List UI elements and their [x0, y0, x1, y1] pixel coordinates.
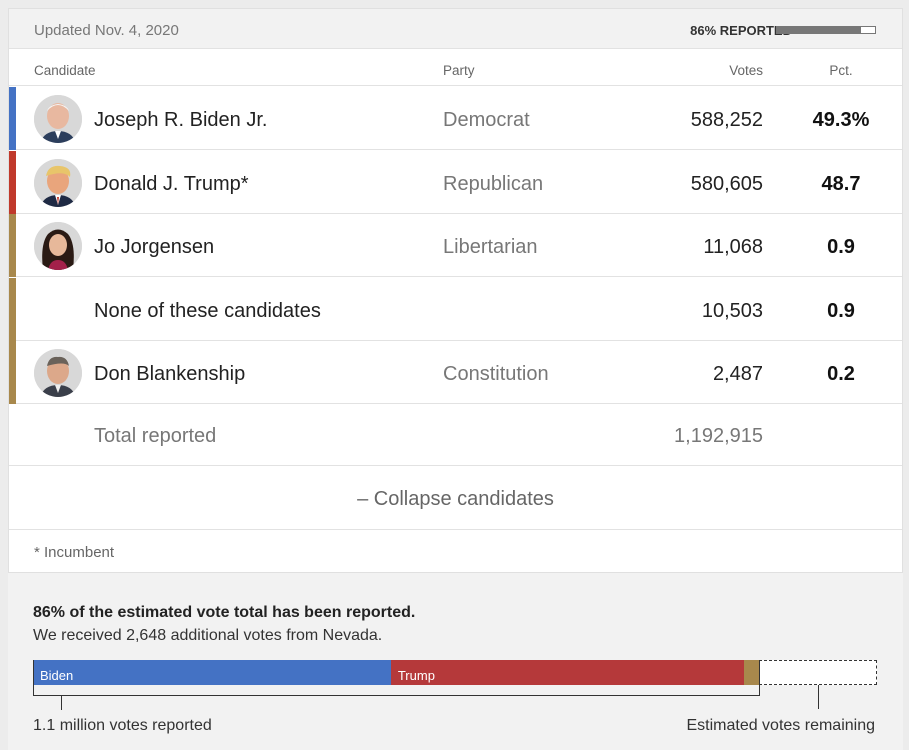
- remaining-caption: Estimated votes remaining: [686, 717, 875, 734]
- blankenship-avatar: [34, 349, 82, 398]
- candidate-party: Republican: [443, 172, 544, 195]
- candidate-name: Don Blankenship: [94, 363, 246, 386]
- reported-tick: [61, 696, 62, 710]
- column-header-candidate: Candidate: [34, 63, 96, 78]
- party-color-stripe: [9, 87, 16, 150]
- column-header-party: Party: [443, 63, 475, 78]
- candidate-pct: 0.2: [827, 363, 855, 386]
- vote-share-segment: [743, 660, 759, 685]
- candidate-row: Don Blankenship Constitution 2,487 0.2: [9, 341, 902, 405]
- header-divider: [9, 85, 902, 86]
- candidate-row: Joseph R. Biden Jr. Democrat 588,252 49.3%: [9, 87, 902, 150]
- candidate-name: None of these candidates: [94, 299, 321, 322]
- estimate-panel: 86% of the estimated vote total has been…: [8, 573, 903, 750]
- total-votes: 1,192,915: [674, 425, 763, 447]
- reported-progress-fill: [777, 27, 862, 33]
- estimate-subtext: We received 2,648 additional votes from …: [33, 627, 383, 644]
- party-color-stripe: [9, 277, 16, 341]
- reported-progress-bar: [776, 26, 876, 34]
- results-topbar: Updated Nov. 4, 2020 86% REPORTED: [9, 9, 902, 49]
- party-color-stripe: [9, 150, 16, 214]
- candidate-name: Jo Jorgensen: [94, 236, 215, 259]
- candidate-votes: 10,503: [701, 299, 763, 322]
- column-header-pct: Pct.: [829, 63, 853, 78]
- candidate-party: Constitution: [443, 363, 549, 386]
- total-row: Total reported 1,192,915: [9, 403, 902, 466]
- candidate-pct: 0.9: [827, 299, 855, 322]
- results-card: Updated Nov. 4, 2020 86% REPORTED Candid…: [8, 8, 903, 573]
- candidate-votes: 588,252: [690, 109, 763, 131]
- candidate-votes: 2,487: [712, 363, 763, 386]
- collapse-candidates-button[interactable]: – Collapse candidates: [357, 488, 554, 510]
- vote-share-segment: Biden: [33, 660, 391, 685]
- party-color-stripe: [9, 341, 16, 405]
- estimate-headline: 86% of the estimated vote total has been…: [33, 604, 416, 621]
- candidate-row: Donald J. Trump* Republican 580,605 48.7: [9, 150, 902, 214]
- candidate-pct: 0.9: [827, 236, 855, 259]
- total-label: Total reported: [94, 425, 217, 447]
- collapse-row[interactable]: – Collapse candidates: [9, 467, 902, 530]
- candidate-votes: 580,605: [690, 172, 763, 195]
- column-header-votes: Votes: [729, 63, 763, 78]
- candidate-party: Libertarian: [443, 236, 538, 259]
- candidate-pct: 49.3%: [812, 109, 870, 131]
- candidate-party: Democrat: [443, 109, 530, 131]
- reported-label: 86% REPORTED: [690, 23, 792, 38]
- candidate-name: Joseph R. Biden Jr.: [94, 109, 268, 131]
- jorgensen-avatar: [34, 222, 82, 271]
- remaining-votes-segment: [758, 660, 877, 685]
- candidate-name: Donald J. Trump*: [94, 172, 249, 195]
- candidate-votes: 11,068: [703, 236, 763, 259]
- updated-timestamp: Updated Nov. 4, 2020: [34, 22, 179, 39]
- vote-share-segment: Trump: [390, 660, 744, 685]
- reported-caption: 1.1 million votes reported: [33, 717, 212, 734]
- candidate-row: Jo Jorgensen Libertarian 11,068 0.9: [9, 214, 902, 278]
- candidate-row: None of these candidates 10,503 0.9: [9, 277, 902, 341]
- party-color-stripe: [9, 214, 16, 278]
- vote-share-bar: Biden Trump: [33, 660, 877, 685]
- remaining-tick: [817, 685, 819, 709]
- incumbent-note: * Incumbent: [34, 544, 115, 561]
- candidate-pct: 48.7: [821, 172, 861, 195]
- biden-avatar: [34, 95, 82, 143]
- reported-bracket: [33, 660, 760, 696]
- trump-avatar: [34, 158, 82, 207]
